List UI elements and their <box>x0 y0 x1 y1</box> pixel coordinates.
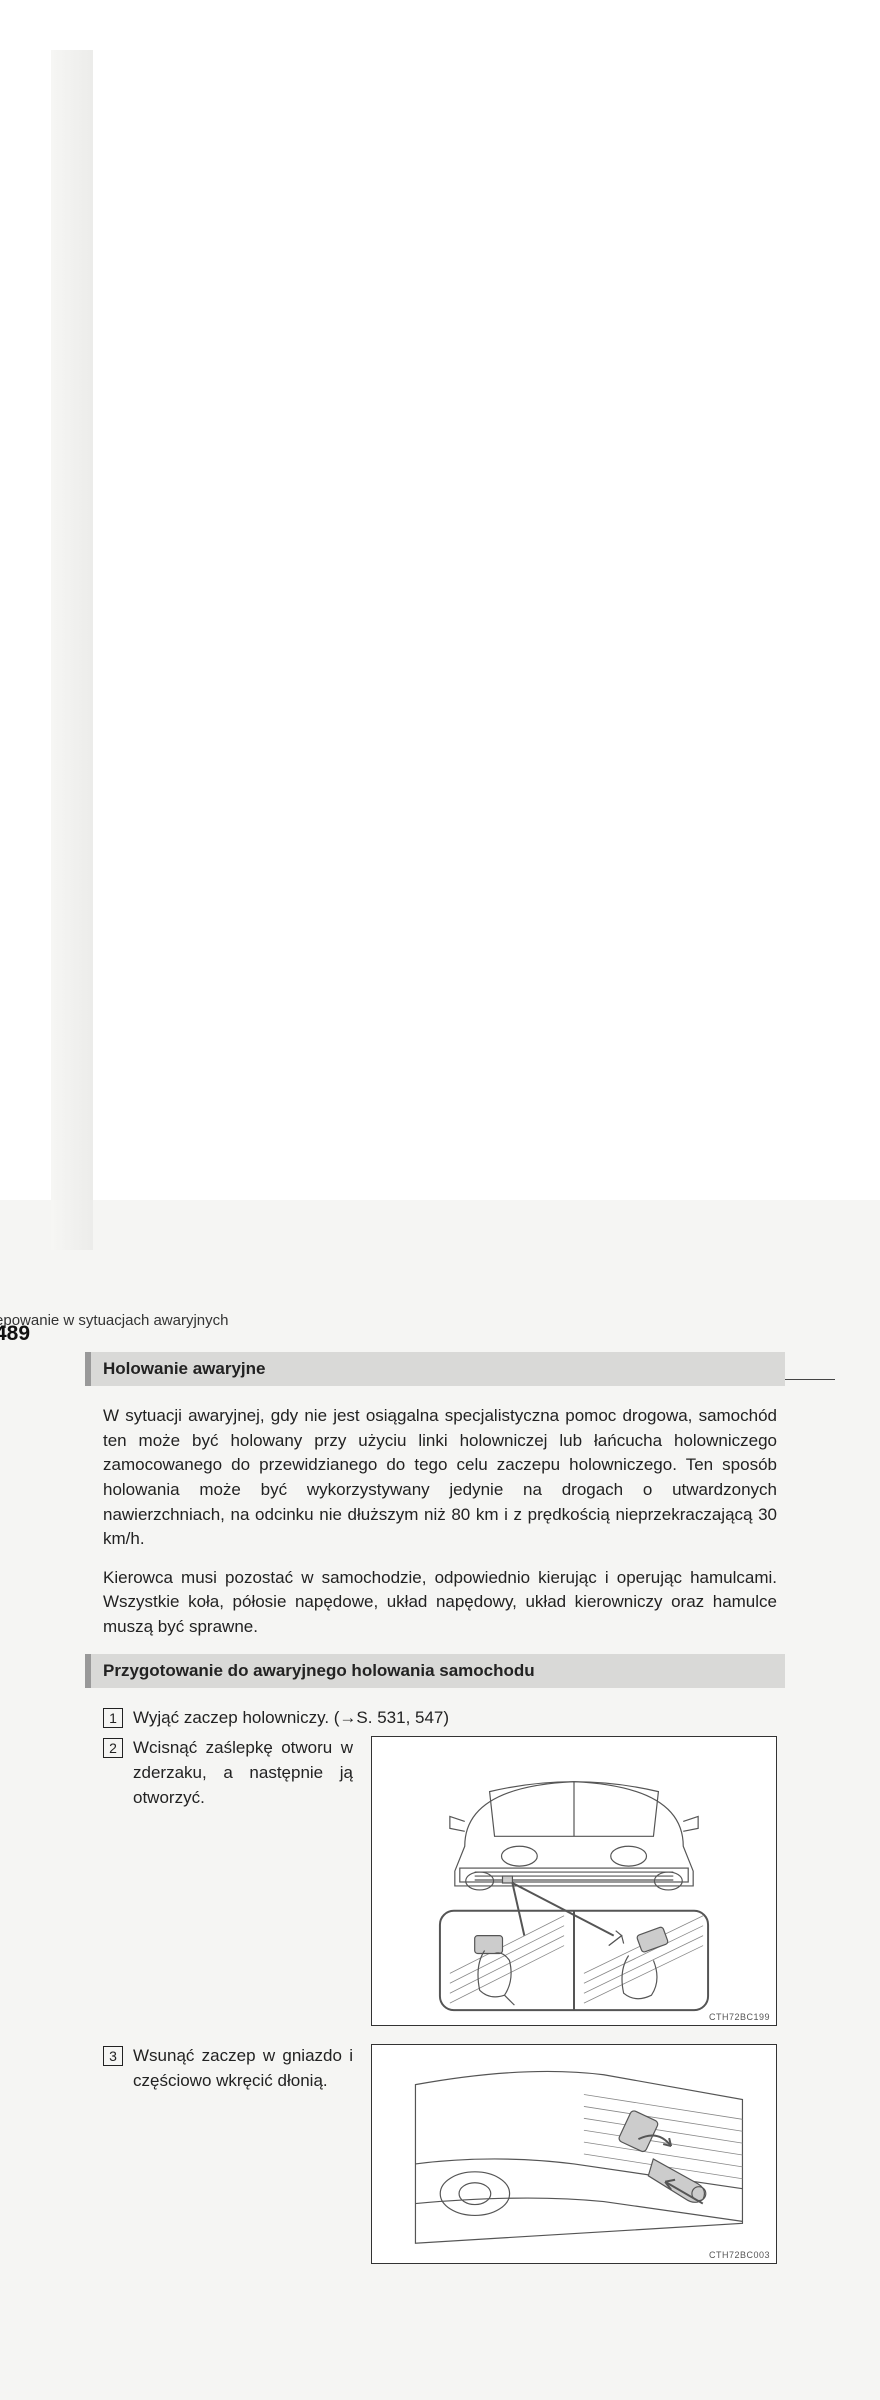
content-area: Holowanie awaryjne W sytuacji awaryjnej,… <box>95 1352 785 2264</box>
step-2-block: 2 Wcisnąć zaślepkę otworu w zderzaku, a … <box>103 1736 777 2026</box>
step-text-1: Wyjąć zaczep holowniczy. (→S. 531, 547) <box>133 1706 777 1731</box>
figure-2-code: CTH72BC003 <box>709 2250 770 2260</box>
figure-2: CTH72BC003 <box>371 2044 777 2264</box>
margin-shade <box>51 50 93 1250</box>
page-number: 489 <box>0 1322 685 1346</box>
section-title-2: Przygotowanie do awaryjnego holowania sa… <box>85 1654 785 1688</box>
car-front-illustration <box>372 1737 776 2025</box>
step-text-3: Wsunąć zaczep w gniazdo i częściowo wkrę… <box>133 2044 353 2093</box>
step-num-1: 1 <box>103 1708 123 1728</box>
step-2: 2 Wcisnąć zaślepkę otworu w zderzaku, a … <box>103 1736 353 1810</box>
paragraph-1: W sytuacji awaryjnej, gdy nie jest osiąg… <box>95 1404 785 1552</box>
step-3: 3 Wsunąć zaczep w gniazdo i częściowo wk… <box>103 2044 353 2093</box>
section-title-1: Holowanie awaryjne <box>85 1352 785 1386</box>
step-3-block: 3 Wsunąć zaczep w gniazdo i częściowo wk… <box>103 2044 777 2264</box>
bumper-hook-illustration <box>372 2045 776 2263</box>
paragraph-2: Kierowca musi pozostać w samochodzie, od… <box>95 1566 785 1640</box>
step-num-2: 2 <box>103 1738 123 1758</box>
steps-list: 1 Wyjąć zaczep holowniczy. (→S. 531, 547… <box>95 1706 785 2265</box>
manual-page: 7-2. Postępowanie w sytuacjach awaryjnyc… <box>0 0 880 1200</box>
step-1: 1 Wyjąć zaczep holowniczy. (→S. 531, 547… <box>103 1706 777 1731</box>
step-text-2: Wcisnąć zaślepkę otworu w zderzaku, a na… <box>133 1736 353 1810</box>
step-num-3: 3 <box>103 2046 123 2066</box>
figure-1: CTH72BC199 <box>371 1736 777 2026</box>
figure-1-code: CTH72BC199 <box>709 2012 770 2022</box>
